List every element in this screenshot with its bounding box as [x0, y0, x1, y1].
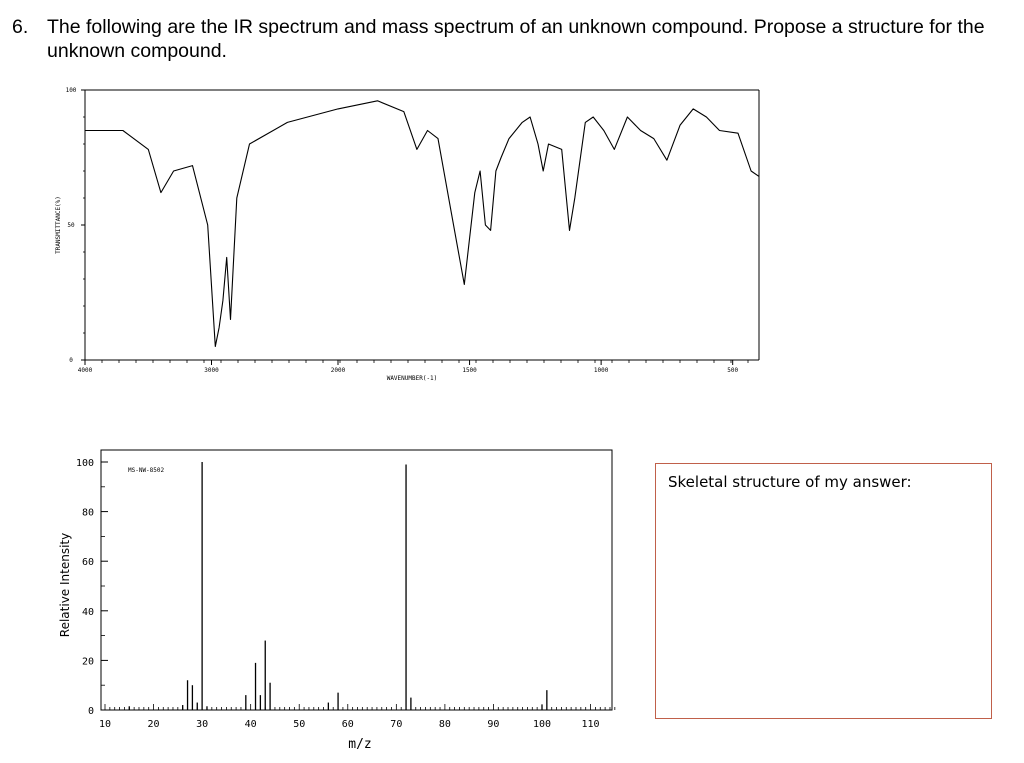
ir-x-tick-label: 500	[727, 367, 738, 374]
ms-spectrum-id: MS-NW-8502	[128, 467, 165, 474]
ir-x-tick-label: 2000	[331, 367, 346, 374]
ms-y-tick-label: 100	[76, 458, 94, 469]
ms-x-tick-label: 70	[390, 719, 402, 730]
ms-y-tick-label: 40	[82, 607, 94, 618]
ms-x-tick-label: 10	[99, 719, 111, 730]
question-number: 6.	[12, 16, 29, 38]
ms-y-tick-label: 20	[82, 656, 94, 667]
ms-y-tick-label: 0	[88, 706, 94, 717]
ir-y-tick-label: 50	[67, 222, 75, 229]
ms-x-tick-label: 100	[533, 719, 551, 730]
ms-x-axis-title: m/z	[348, 737, 371, 752]
answer-box[interactable]: Skeletal structure of my answer:	[655, 463, 992, 719]
ir-spectrum: 4000 3000 2000 1500 1000 500100500WAVENUMBER(…	[55, 87, 760, 382]
ms-x-tick-label: 80	[439, 719, 451, 730]
answer-box-title: Skeletal structure of my answer:	[668, 473, 912, 491]
question-text: The following are the IR spectrum and ma…	[47, 16, 985, 62]
ms-x-tick-label: 50	[293, 719, 305, 730]
ms-x-tick-label: 110	[582, 719, 600, 730]
ms-x-tick-label: 30	[196, 719, 208, 730]
ir-y-tick-label: 100	[66, 87, 77, 94]
ir-x-tick-label: 1500	[462, 367, 477, 374]
ir-x-tick-label: 3000	[204, 367, 219, 374]
ms-x-tick-label: 60	[342, 719, 354, 730]
ir-x-axis-title: WAVENUMBER(-1)	[387, 375, 438, 382]
ir-y-tick-label: 0	[69, 357, 73, 364]
ir-spectrum-trace	[85, 100, 760, 348]
mass-spectrum: 10 20 30 40 50 60 70 80 90 100 110 0 20 40 60 80 100 m/z R…	[58, 449, 616, 752]
ms-y-tick-label: 80	[82, 508, 94, 519]
ir-y-axis-title: TRANSMITTANCE(%)	[55, 196, 62, 254]
ms-x-tick-label: 40	[245, 719, 257, 730]
ms-y-tick-label: 60	[82, 557, 94, 568]
ir-x-tick-label: 1000	[594, 367, 609, 374]
ms-x-tick-label: 90	[487, 719, 499, 730]
ms-frame	[100, 449, 613, 711]
ms-y-axis-title: Relative Intensity	[58, 533, 72, 637]
ms-x-tick-label: 20	[148, 719, 160, 730]
ir-x-tick-label: 4000	[78, 367, 93, 374]
